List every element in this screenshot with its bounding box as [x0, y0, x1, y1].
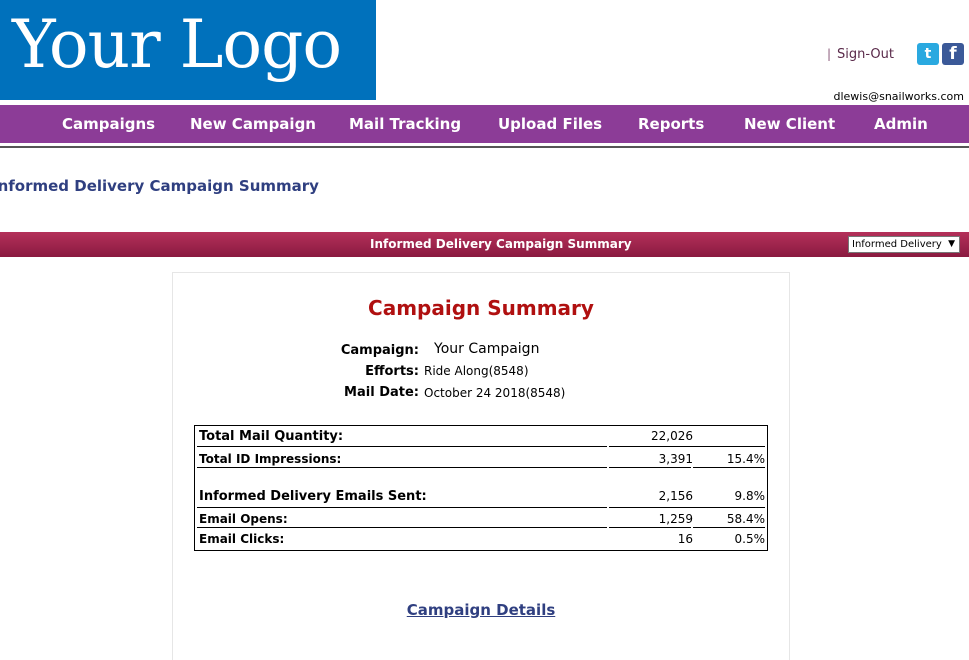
row-divider — [609, 527, 691, 528]
summary-panel: Campaign Summary Campaign: Your Campaign… — [172, 272, 790, 660]
report-type-select[interactable]: Informed Delivery ▼ — [848, 236, 960, 253]
campaign-label: Campaign: — [340, 343, 419, 358]
emails-sent-pct: 9.8% — [734, 489, 766, 503]
mail-date-label: Mail Date: — [344, 385, 419, 400]
total-id-impressions-value: 3,391 — [658, 452, 693, 466]
report-banner: Informed Delivery Campaign Summary Infor… — [0, 232, 969, 257]
efforts-label: Efforts: — [365, 364, 419, 379]
total-mail-quantity-label: Total Mail Quantity: — [199, 429, 344, 444]
row-divider — [609, 446, 765, 447]
total-id-impressions-label: Total ID Impressions: — [199, 452, 342, 466]
header-separator: | — [826, 47, 832, 61]
banner-title: Informed Delivery Campaign Summary — [370, 237, 632, 251]
mail-date-value: October 24 2018(8548) — [424, 386, 566, 400]
email-clicks-value: 16 — [677, 532, 693, 546]
row-divider — [693, 527, 765, 528]
row-divider — [609, 467, 691, 468]
efforts-value: Ride Along(8548) — [424, 364, 529, 378]
nav-divider — [0, 146, 969, 148]
nav-campaigns[interactable]: Campaigns — [62, 115, 156, 133]
email-clicks-label: Email Clicks: — [199, 532, 285, 546]
total-mail-quantity-value: 22,026 — [651, 429, 693, 443]
total-id-impressions-pct: 15.4% — [726, 452, 765, 466]
campaign-details-link[interactable]: Campaign Details — [406, 601, 556, 619]
header-links: | Sign-Out t f — [827, 41, 964, 67]
row-divider — [197, 446, 607, 447]
row-divider — [197, 467, 607, 468]
row-divider — [197, 527, 607, 528]
logo: Your Logo — [0, 0, 376, 100]
email-opens-label: Email Opens: — [199, 512, 288, 526]
nav-new-campaign[interactable]: New Campaign — [190, 115, 316, 133]
summary-title: Campaign Summary — [368, 296, 594, 320]
row-divider — [693, 467, 765, 468]
campaign-value: Your Campaign — [434, 341, 540, 357]
nav-reports[interactable]: Reports — [638, 115, 705, 133]
email-clicks-pct: 0.5% — [734, 532, 766, 546]
dropdown-arrow-icon: ▼ — [948, 239, 955, 249]
facebook-icon[interactable]: f — [942, 43, 964, 65]
email-opens-value: 1,259 — [658, 512, 693, 526]
emails-sent-value: 2,156 — [658, 489, 693, 503]
nav-mail-tracking[interactable]: Mail Tracking — [349, 115, 462, 133]
twitter-icon[interactable]: t — [917, 43, 939, 65]
page-title: Informed Delivery Campaign Summary — [0, 177, 319, 195]
report-type-value: Informed Delivery — [852, 239, 942, 250]
sign-out-link[interactable]: Sign-Out — [837, 46, 894, 62]
nav-new-client[interactable]: New Client — [744, 115, 836, 133]
row-divider — [197, 507, 607, 508]
emails-sent-label: Informed Delivery Emails Sent: — [199, 489, 427, 504]
user-email: dlewis@snailworks.com — [833, 90, 965, 103]
nav-admin[interactable]: Admin — [874, 115, 928, 133]
row-divider — [609, 507, 765, 508]
main-nav: Campaigns New Campaign Mail Tracking Upl… — [0, 105, 969, 143]
nav-upload-files[interactable]: Upload Files — [498, 115, 603, 133]
email-opens-pct: 58.4% — [726, 512, 765, 526]
stats-table: Total Mail Quantity: 22,026 Total ID Imp… — [194, 425, 768, 551]
logo-text: Your Logo — [12, 6, 342, 83]
